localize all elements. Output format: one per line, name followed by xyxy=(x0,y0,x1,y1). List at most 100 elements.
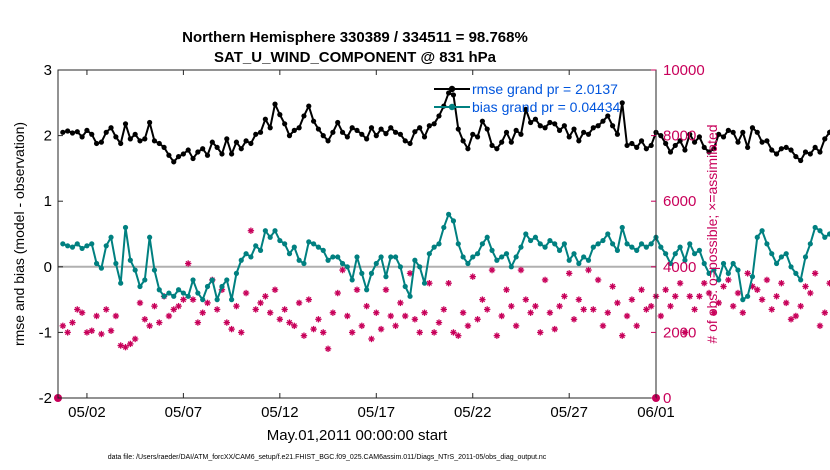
rmse-point xyxy=(229,151,235,157)
bias-point xyxy=(151,267,158,273)
rmse-point xyxy=(190,155,196,162)
bias-point xyxy=(224,277,230,283)
obs-point xyxy=(64,329,71,336)
legend-rmse-label: rmse grand pr = 2.0137 xyxy=(472,81,618,97)
rmse-point xyxy=(706,149,712,155)
bias-point xyxy=(436,241,442,247)
bias-point xyxy=(185,293,191,299)
rmse-point xyxy=(740,129,746,135)
obs-point xyxy=(816,322,824,330)
rmse-point xyxy=(344,134,350,140)
rmse-point xyxy=(754,129,760,135)
bias-point xyxy=(740,297,746,303)
rmse-point xyxy=(455,126,461,132)
x-tick-label: 05/22 xyxy=(454,404,492,421)
rmse-point xyxy=(571,126,577,132)
obs-point xyxy=(59,322,67,330)
bias-point xyxy=(759,228,765,234)
rmse-point xyxy=(397,131,404,137)
bias-point xyxy=(262,228,268,234)
bias-point xyxy=(769,251,775,257)
obs-point xyxy=(112,312,120,320)
rmse-point xyxy=(465,146,471,152)
obs-point xyxy=(74,306,81,313)
rmse-point xyxy=(156,140,162,147)
obs-point xyxy=(686,293,693,300)
obs-point xyxy=(83,329,91,336)
bias-point xyxy=(730,260,736,267)
obs-point xyxy=(329,309,337,316)
obs-point xyxy=(233,302,240,310)
rmse-point xyxy=(672,142,678,149)
bias-point xyxy=(634,247,640,253)
bias-point xyxy=(446,211,452,217)
bias-point xyxy=(359,270,365,276)
rmse-point xyxy=(320,133,326,139)
rmse-point xyxy=(364,136,370,142)
bias-point xyxy=(701,260,707,267)
obs-point xyxy=(151,302,158,310)
obs-point xyxy=(493,332,501,339)
bias-point xyxy=(233,270,240,276)
rmse-point xyxy=(807,151,813,157)
y-axis-label-left: rmse and bias (model - observation) xyxy=(11,122,27,346)
rmse-point xyxy=(238,146,244,152)
rmse-point xyxy=(89,131,95,137)
bias-point xyxy=(335,254,341,260)
bias-point xyxy=(663,251,669,257)
bias-point xyxy=(137,283,143,290)
bias-point xyxy=(315,244,322,250)
obs-point xyxy=(725,276,732,284)
bias-point xyxy=(113,260,119,267)
rmse-point xyxy=(730,129,736,135)
obs-point xyxy=(628,296,636,303)
bias-point xyxy=(547,237,553,244)
bias-point xyxy=(344,264,350,270)
obs-point xyxy=(320,329,327,336)
chart-title-line-2: SAT_U_WIND_COMPONENT @ 831 hPa xyxy=(214,49,497,66)
rmse-point xyxy=(523,106,529,112)
obs-point xyxy=(739,309,747,316)
rmse-point xyxy=(682,147,688,153)
obs-point xyxy=(474,316,481,323)
obs-point xyxy=(580,306,587,313)
obs-point xyxy=(734,289,742,297)
rmse-point xyxy=(552,121,558,127)
rmse-point xyxy=(802,149,809,155)
bias-point xyxy=(310,241,317,247)
bias-point xyxy=(508,264,514,270)
obs-point xyxy=(609,283,616,290)
rmse-point xyxy=(711,146,717,152)
rmse-point xyxy=(392,129,399,135)
bias-point xyxy=(84,243,90,249)
rmse-point xyxy=(783,144,789,151)
obs-point xyxy=(242,289,250,297)
x-axis-label: May.01,2011 00:00:00 start xyxy=(267,427,448,444)
obs-point xyxy=(107,327,115,334)
bias-point xyxy=(421,280,428,286)
obs-point xyxy=(122,343,129,351)
obs-point xyxy=(551,325,558,333)
rmse-point xyxy=(436,113,442,119)
rmse-point xyxy=(648,142,654,149)
obs-point xyxy=(324,345,332,352)
rmse-point xyxy=(489,142,495,149)
axes-frame xyxy=(57,69,657,399)
rmse-point xyxy=(585,131,592,137)
bias-point xyxy=(330,254,336,260)
bias-point xyxy=(648,241,654,247)
rmse-point xyxy=(195,149,201,155)
rmse-point xyxy=(142,136,148,142)
bias-point xyxy=(296,257,302,263)
rmse-point xyxy=(132,131,138,137)
bias-point xyxy=(711,267,717,273)
rmse-point xyxy=(638,138,645,144)
rmse-point xyxy=(566,134,572,140)
rmse-point xyxy=(590,125,596,131)
bias-point xyxy=(238,257,244,263)
rmse-point xyxy=(315,126,322,132)
bias-point xyxy=(600,237,606,244)
y-tick-label-right: 4000 xyxy=(663,259,696,276)
obs-point xyxy=(537,329,544,336)
rmse-point xyxy=(368,125,375,131)
